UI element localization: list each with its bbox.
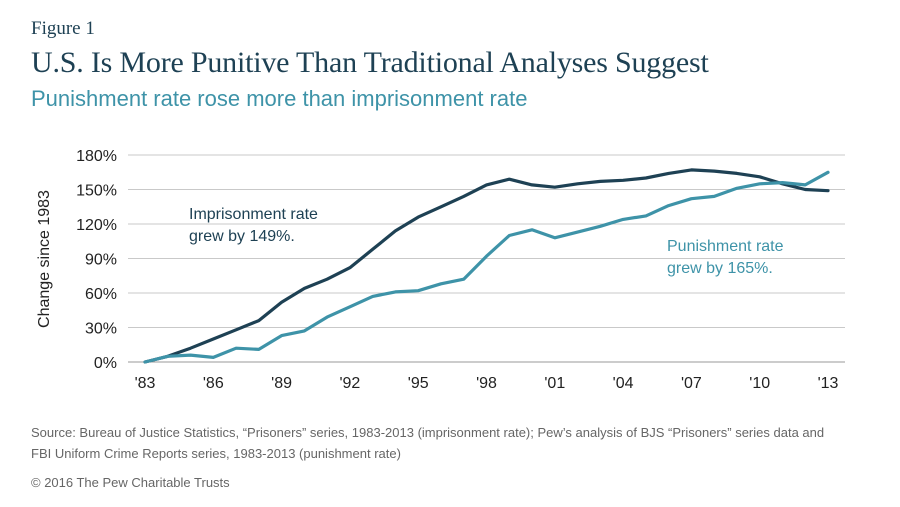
annotation-line: grew by 165%. [667,260,773,277]
punishment-annotation: Punishment rate grew by 165%. [667,238,784,277]
series-annotations: Imprisonment rate grew by 149%. Punishment… [189,206,784,277]
x-tick-label: '95 [408,375,429,392]
imprisonment-rate-line [143,168,830,364]
x-tick-label: '98 [476,375,497,392]
x-tick-label: '89 [271,375,292,392]
x-tick-label: '13 [818,375,839,392]
y-tick-label: 30% [85,321,117,338]
chart-title: U.S. Is More Punitive Than Traditional A… [31,46,709,79]
y-tick-label: 150% [76,183,117,200]
grid-lines [128,154,845,363]
y-tick-labels: 0% 30% 60% 90% 120% 150% 180% [76,148,117,372]
x-tick-label: '04 [613,375,634,392]
x-tick-labels: '83 '86 '89 '92 '95 '98 '01 '04 '07 '10 '13 [135,375,839,392]
annotation-line: Imprisonment rate [189,206,318,223]
line-chart: 0%30%60%90%120%150%180% '83'86'89'92'95 '… [36,148,845,392]
series-lines [143,168,830,364]
copyright: © 2016 The Pew Charitable Trusts [31,475,230,490]
y-tick-label: 90% [85,252,117,269]
y-axis-label: Change since 1983 [36,190,53,328]
x-tick-label: '07 [681,375,702,392]
y-tick-label: 120% [76,217,117,234]
annotation-line: grew by 149%. [189,228,295,245]
punishment-rate-line [143,170,830,364]
y-tick-label: 60% [85,286,117,303]
x-tick-label: '10 [749,375,770,392]
x-tick-label: '86 [203,375,224,392]
x-tick-label: '01 [544,375,565,392]
x-tick-label: '92 [339,375,360,392]
source-note: Source: Bureau of Justice Statistics, “P… [31,425,825,461]
imprisonment-annotation: Imprisonment rate grew by 149%. [189,206,318,245]
annotation-line: Punishment rate [667,238,784,255]
y-tick-label: 0% [94,355,117,372]
chart-subtitle: Punishment rate rose more than imprisonm… [31,86,528,111]
x-tick-label: '83 [135,375,156,392]
y-tick-label: 180% [76,148,117,165]
figure-label: Figure 1 [31,18,95,39]
